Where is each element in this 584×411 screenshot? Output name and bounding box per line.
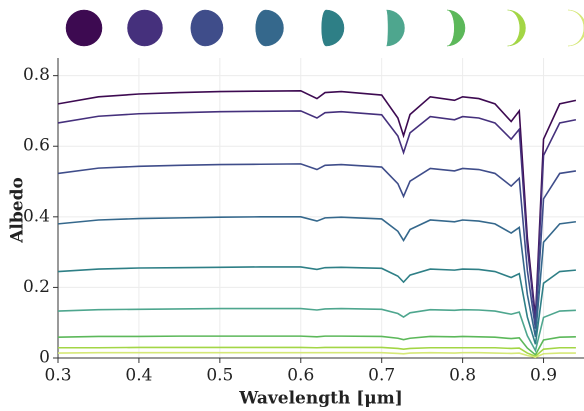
y-axis-title: Albedo xyxy=(8,177,28,244)
phase-icon xyxy=(65,9,103,47)
x-axis-title: Wavelength [μm] xyxy=(238,389,403,409)
spectrum-line xyxy=(58,307,576,353)
spectrum-line xyxy=(58,266,576,345)
spectrum-line xyxy=(58,346,576,358)
x-tick-label: 0.8 xyxy=(449,366,476,386)
y-tick-label: 0.4 xyxy=(23,206,50,226)
x-tick-label: 0.4 xyxy=(125,366,152,386)
phase-icon xyxy=(446,9,466,47)
spectrum-line xyxy=(58,163,577,329)
phase-icon xyxy=(507,9,526,47)
y-tick-label: 0.8 xyxy=(23,65,50,85)
spectrum-line xyxy=(58,351,576,359)
phase-icon xyxy=(255,9,284,47)
spectrum-line xyxy=(58,90,577,318)
y-tick-label: 0.6 xyxy=(23,136,50,156)
x-tick-label: 0.3 xyxy=(44,366,71,386)
x-tick-label: 0.5 xyxy=(206,366,233,386)
spectrum-line xyxy=(58,110,577,322)
phase-icon xyxy=(190,9,224,47)
spectrum-line xyxy=(58,216,577,337)
phase-icon xyxy=(321,9,345,47)
x-tick-label: 0.9 xyxy=(530,366,557,386)
y-tick-label: 0 xyxy=(39,348,50,368)
phase-icon xyxy=(567,9,584,47)
spectrum-line xyxy=(58,335,576,357)
x-tick-label: 0.7 xyxy=(368,366,395,386)
phase-icon xyxy=(386,9,405,47)
phase-icon xyxy=(127,9,163,47)
x-tick-label: 0.6 xyxy=(287,366,314,386)
axis-frame xyxy=(57,58,584,359)
y-tick-label: 0.2 xyxy=(23,277,50,297)
